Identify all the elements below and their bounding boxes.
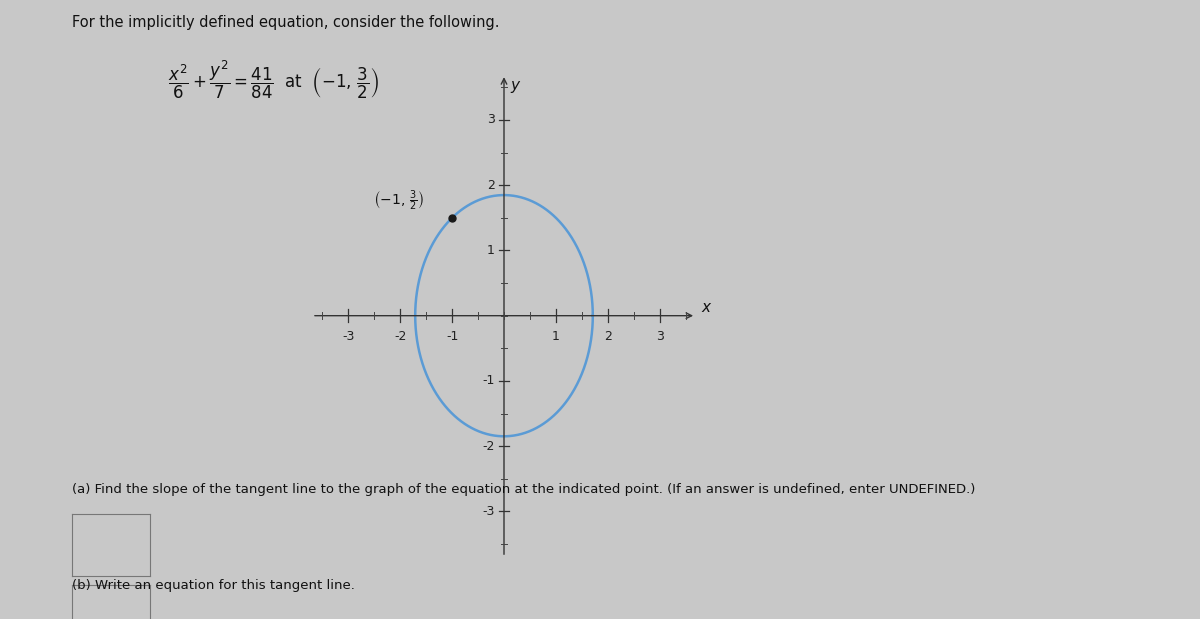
Text: -2: -2 <box>482 439 494 452</box>
Text: -1: -1 <box>482 374 494 387</box>
Text: (b) Write an equation for this tangent line.: (b) Write an equation for this tangent l… <box>72 579 355 592</box>
Text: y: y <box>510 77 520 93</box>
Text: x: x <box>701 300 710 315</box>
Text: -3: -3 <box>342 330 354 343</box>
Text: -1: -1 <box>446 330 458 343</box>
Text: -3: -3 <box>482 505 494 518</box>
Text: 2: 2 <box>487 179 494 192</box>
Text: 3: 3 <box>487 113 494 126</box>
Text: For the implicitly defined equation, consider the following.: For the implicitly defined equation, con… <box>72 15 499 30</box>
Text: $\left(-1,\,\frac{3}{2}\right)$: $\left(-1,\,\frac{3}{2}\right)$ <box>372 188 424 212</box>
Text: 2: 2 <box>604 330 612 343</box>
Text: $\dfrac{x^2}{6}+\dfrac{y^2}{7}=\dfrac{41}{84}$  at  $\left(-1,\,\dfrac{3}{2}\rig: $\dfrac{x^2}{6}+\dfrac{y^2}{7}=\dfrac{41… <box>168 59 379 101</box>
Text: 3: 3 <box>655 330 664 343</box>
Text: (a) Find the slope of the tangent line to the graph of the equation at the indic: (a) Find the slope of the tangent line t… <box>72 483 976 496</box>
Text: -2: -2 <box>394 330 407 343</box>
Text: 1: 1 <box>552 330 560 343</box>
Text: 1: 1 <box>487 244 494 257</box>
